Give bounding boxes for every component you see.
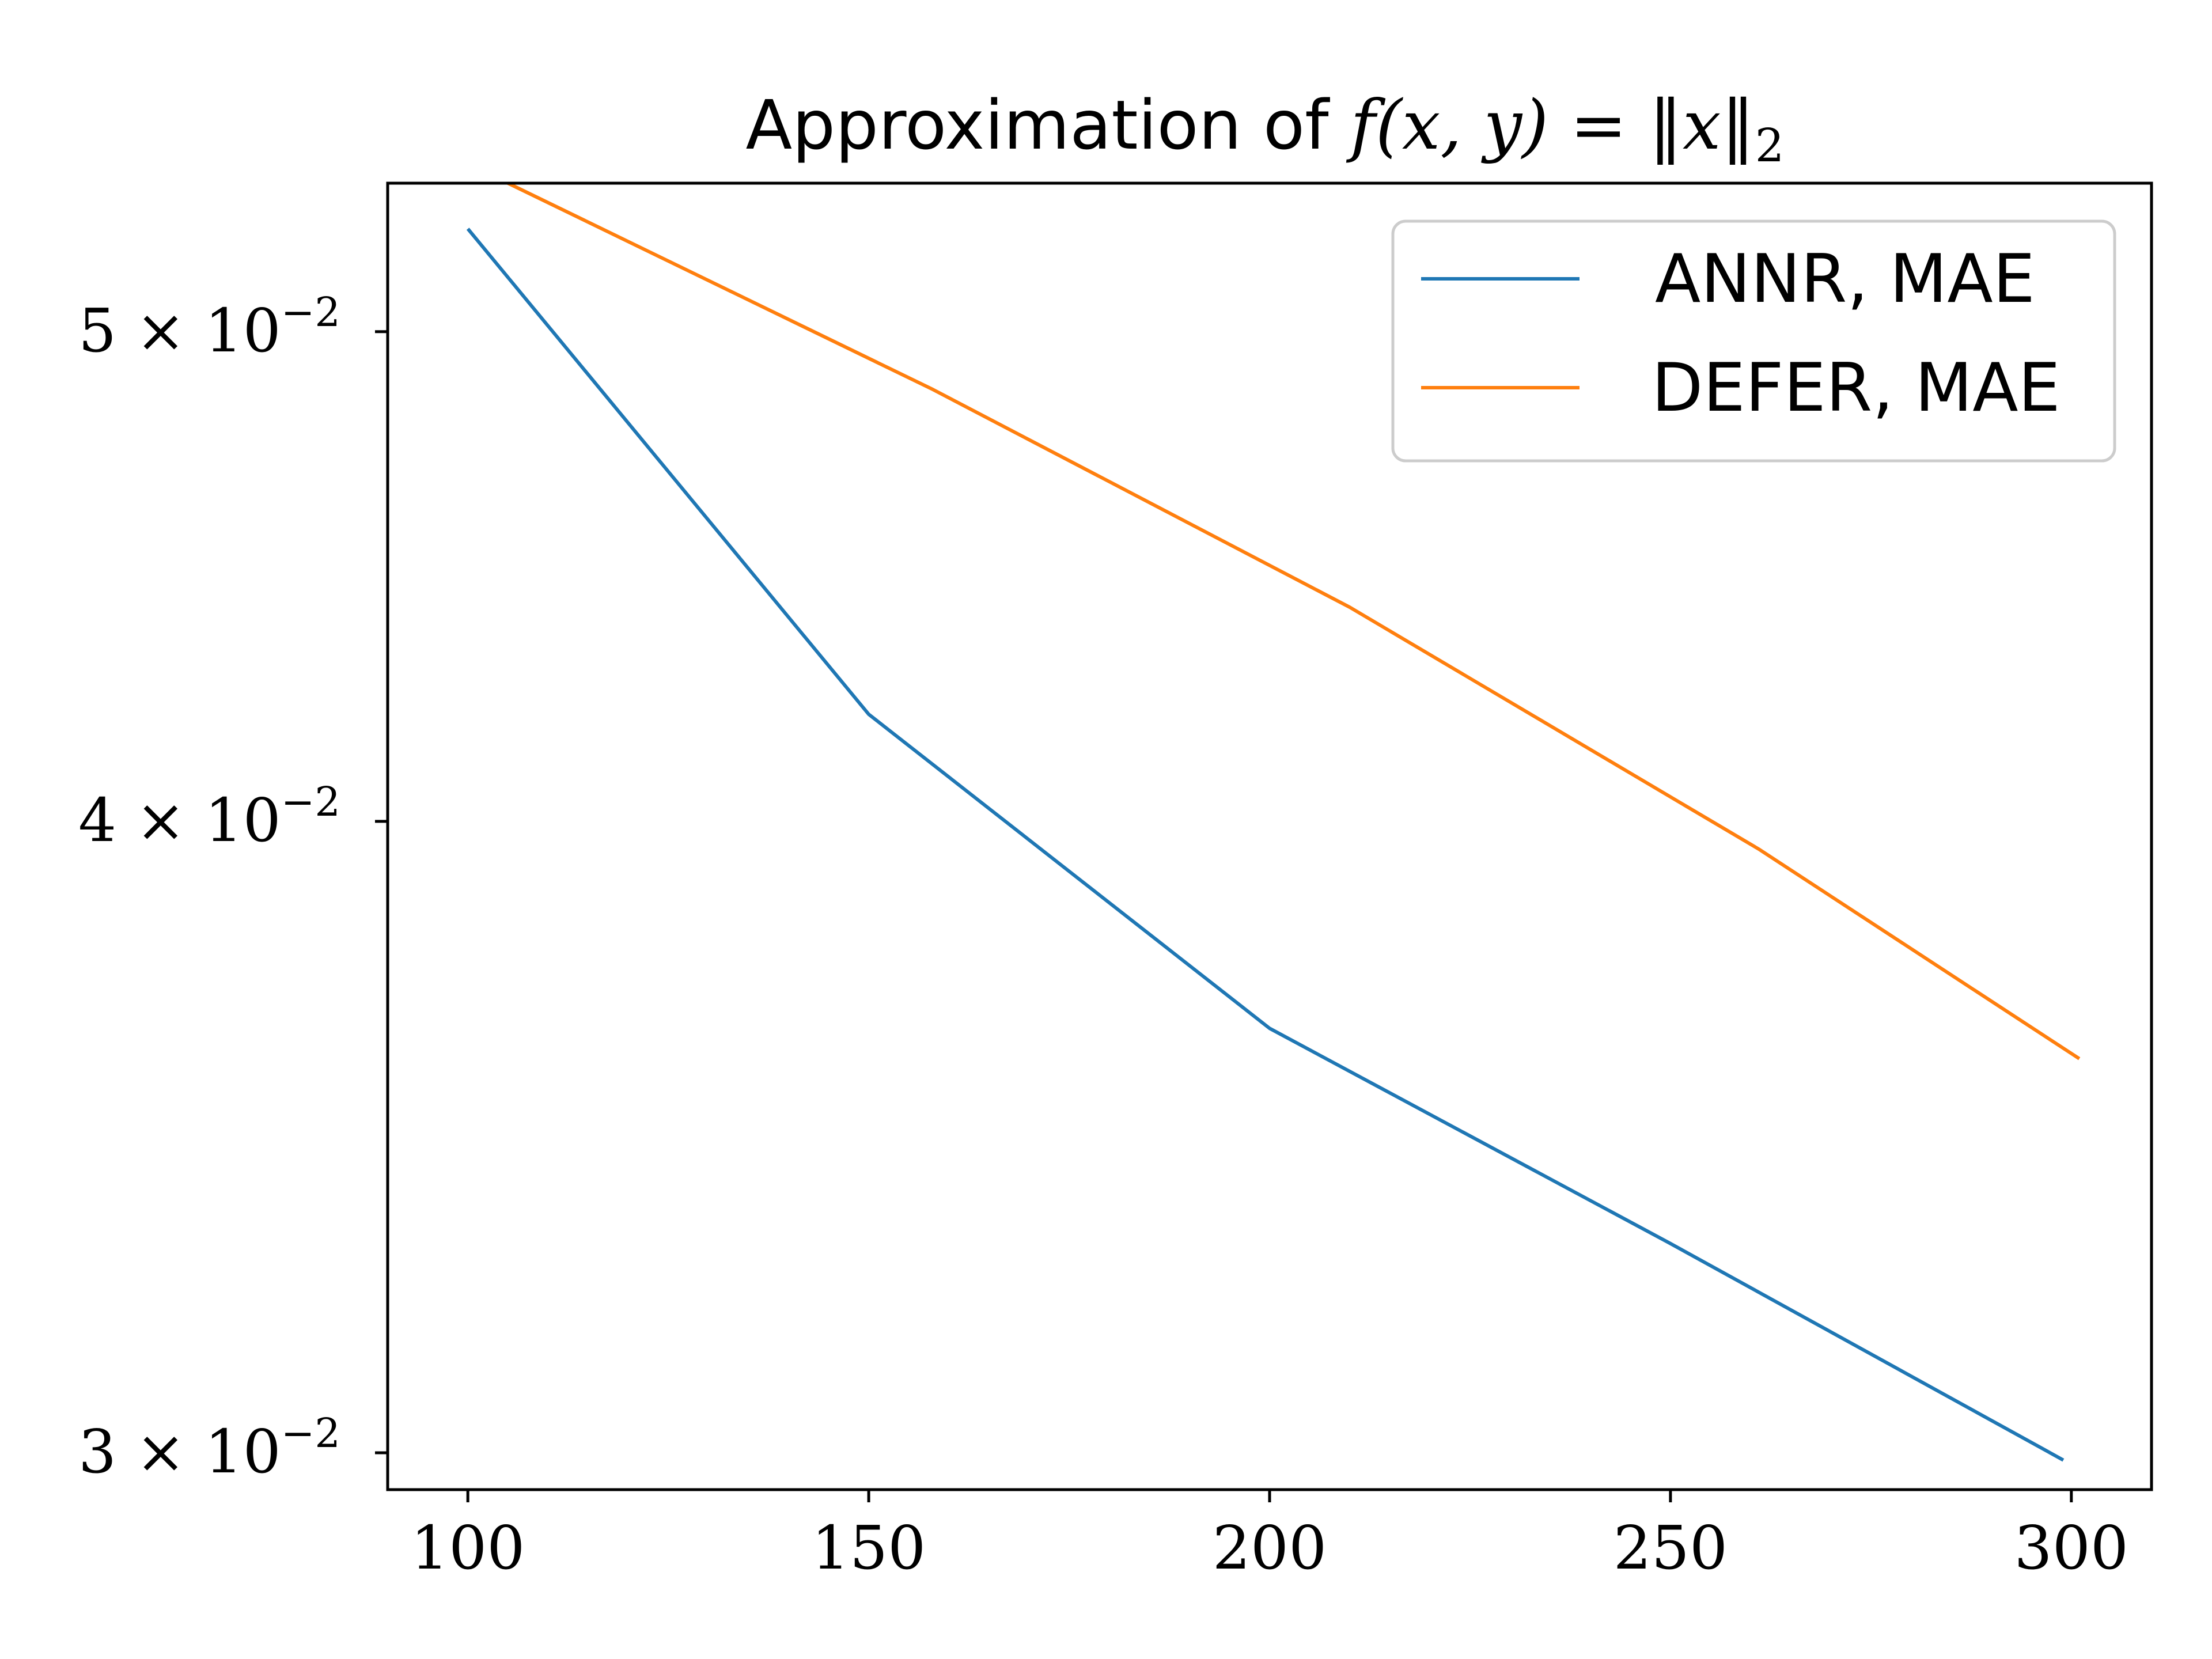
legend: ANNR, MAE DEFER, MAE (1391, 219, 2116, 463)
legend-label-annr: ANNR, MAE (1655, 240, 2035, 318)
series-line-defer (507, 181, 2081, 1060)
x-tick-label: 250 (1613, 1513, 1728, 1583)
x-tick-label: 150 (812, 1513, 926, 1583)
series-line-annr (466, 228, 2065, 1462)
chart-title-math: f(x, y) = ‖x‖ (1346, 85, 1755, 165)
y-tick-label: 5 × 10−2 (78, 289, 340, 366)
series-layer (466, 181, 2081, 1462)
chart-title-prefix: Approximation of (746, 85, 1351, 165)
chart-title: Approximation of f(x, y) = ‖x‖2 (746, 85, 1785, 172)
legend-box (1391, 219, 2116, 463)
chart-title-math-subscript: 2 (1755, 119, 1785, 172)
x-axis: 100 150 200 250 300 (411, 1490, 2128, 1583)
x-tick-label: 100 (411, 1513, 525, 1583)
y-tick-label: 4 × 10−2 (78, 778, 340, 855)
x-tick-label: 300 (2014, 1513, 2129, 1583)
legend-label-defer: DEFER, MAE (1652, 349, 2061, 427)
y-axis: 5 × 10−2 4 × 10−2 3 × 10−2 (78, 289, 388, 1487)
x-tick-label: 200 (1213, 1513, 1327, 1583)
y-tick-label: 3 × 10−2 (78, 1410, 340, 1487)
